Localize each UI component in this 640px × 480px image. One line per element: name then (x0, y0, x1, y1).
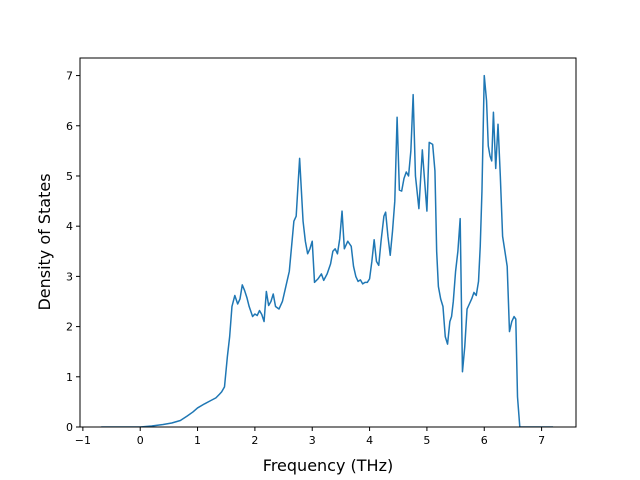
plot-area (101, 74, 554, 427)
x-tick-label: 6 (481, 434, 488, 447)
x-tick-label: 1 (194, 434, 201, 447)
x-tick-label: 3 (309, 434, 316, 447)
y-tick-label: 4 (66, 220, 73, 233)
x-tick-label: 2 (251, 434, 258, 447)
series-line-0 (101, 74, 554, 427)
y-tick-label: 6 (66, 120, 73, 133)
y-tick-label: 0 (66, 421, 73, 434)
axes-frame (79, 57, 577, 428)
x-axis-title: Frequency (THz) (263, 456, 393, 475)
x-tick-label: 5 (423, 434, 430, 447)
y-axis-title: Density of States (35, 173, 54, 310)
x-tick-label: 0 (137, 434, 144, 447)
x-tick-label: 4 (366, 434, 373, 447)
x-tick-label: −1 (75, 434, 91, 447)
y-tick-label: 5 (66, 170, 73, 183)
x-tick-label: 7 (538, 434, 545, 447)
y-tick-label: 7 (66, 70, 73, 83)
y-tick-label: 1 (66, 371, 73, 384)
y-tick-label: 3 (66, 270, 73, 283)
y-tick-label: 2 (66, 321, 73, 334)
